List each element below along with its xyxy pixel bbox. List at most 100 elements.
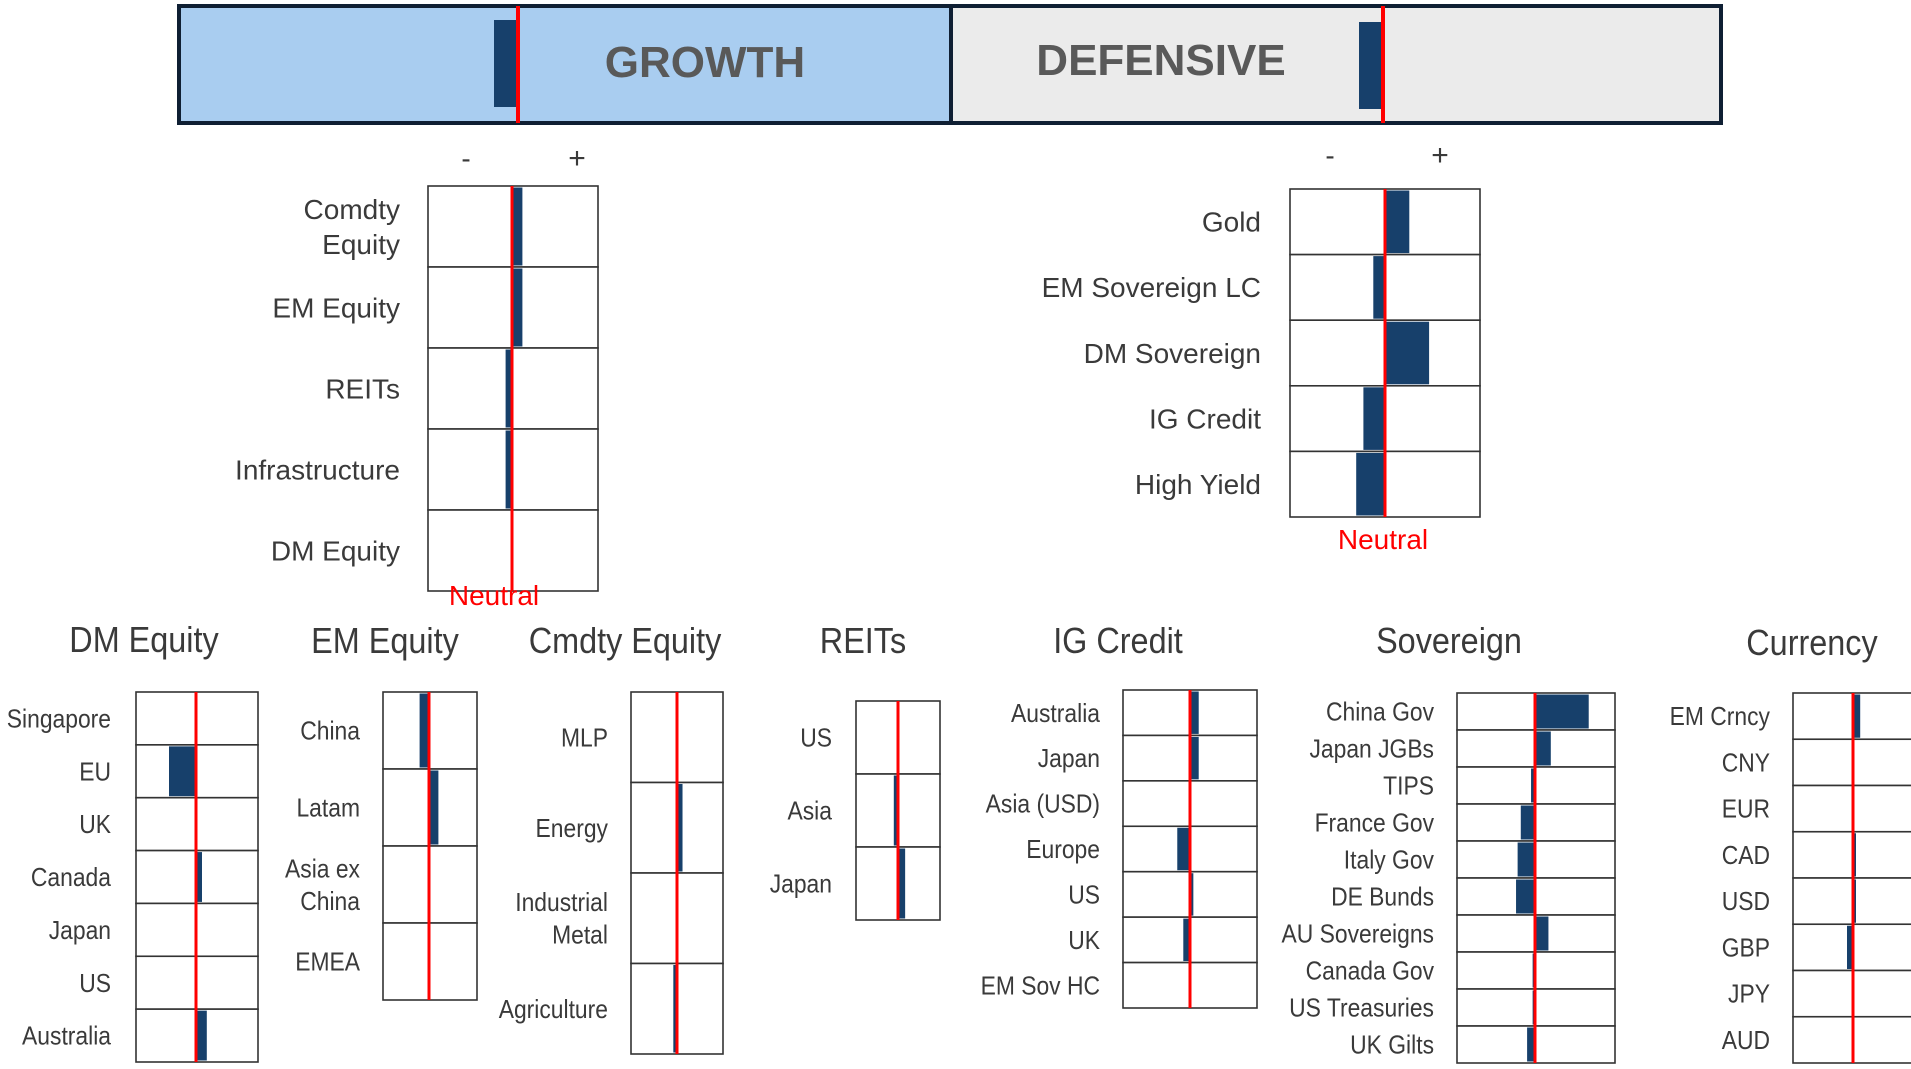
category-label: DM Equity <box>271 535 400 566</box>
category-label: Asia (USD) <box>986 790 1100 819</box>
bar-japan <box>1190 736 1199 780</box>
category-label: Infrastructure <box>235 454 400 485</box>
bar-em-sovereign-lc <box>1373 256 1385 319</box>
bar-gbp <box>1847 925 1853 969</box>
category-label: France Gov <box>1315 809 1435 838</box>
category-label: US <box>1068 881 1100 910</box>
category-label: EM Sovereign LC <box>1042 272 1261 303</box>
defensive-tilt-bar <box>1359 22 1383 109</box>
category-label: AU Sovereigns <box>1282 920 1434 949</box>
bar-gold <box>1385 190 1410 254</box>
category-label: UK <box>1068 927 1100 956</box>
defensive-banner-label: DEFENSIVE <box>1036 36 1285 85</box>
category-label: DM Sovereign <box>1084 338 1261 369</box>
panel-dm-equity: DM Equity Singapore EU UK Canada Japan US Austr… <box>7 620 259 1063</box>
bar-china <box>419 693 429 768</box>
category-label: DE Bunds <box>1331 883 1434 912</box>
neutral-label: Neutral <box>449 580 539 611</box>
bar-ig-credit <box>1363 387 1385 450</box>
bar-de-bunds <box>1516 879 1535 914</box>
panel-title: Sovereign <box>1376 621 1522 661</box>
category-label: Industrial <box>515 889 608 918</box>
panel-title: IG Credit <box>1053 621 1183 661</box>
category-label: Latam <box>296 794 360 823</box>
panel-title: REITs <box>820 621 906 661</box>
category-label: Energy <box>536 815 609 844</box>
bar-canada <box>196 852 202 902</box>
bar-latam <box>429 770 439 845</box>
bar-comdty-equity <box>512 187 523 266</box>
bar-europe <box>1177 827 1190 871</box>
bar-reits <box>505 349 512 428</box>
plus-tick-label: + <box>1431 139 1449 172</box>
category-label: Gold <box>1202 207 1261 238</box>
category-label: Canada Gov <box>1306 957 1435 986</box>
bar-uk-gilts <box>1527 1027 1535 1062</box>
minus-tick-label: - <box>1325 140 1334 171</box>
bar-high-yield <box>1356 452 1385 516</box>
panel-growth: - + Comdty Equity EM Equity REITs Infrastructu… <box>235 142 599 611</box>
category-label: Metal <box>552 921 608 950</box>
category-label: EM Equity <box>272 292 400 323</box>
bar-eu <box>169 746 196 797</box>
category-label: Europe <box>1026 836 1100 865</box>
category-label: Canada <box>31 864 111 893</box>
category-label: China <box>300 888 360 917</box>
bar-em-equity <box>512 268 523 347</box>
category-label: Italy Gov <box>1344 846 1435 875</box>
category-label: EMEA <box>295 948 360 977</box>
panel-title: Currency <box>1746 623 1878 663</box>
panel-title: Cmdty Equity <box>529 621 722 661</box>
bar-france-gov <box>1520 805 1535 840</box>
bar-asia <box>893 775 898 846</box>
panel-title: DM Equity <box>69 620 219 660</box>
category-label: EM Crncy <box>1670 703 1771 732</box>
category-label: CAD <box>1722 842 1770 871</box>
category-label: Comdty <box>304 194 400 225</box>
category-label: REITs <box>325 373 400 404</box>
bar-em-crncy <box>1853 694 1861 738</box>
category-label: TIPS <box>1383 772 1434 801</box>
category-label: Australia <box>22 1022 111 1051</box>
panel-currency: Currency EM Crncy CNY EUR CAD USD GBP JPY AUD <box>1670 623 1911 1064</box>
growth-banner-label: GROWTH <box>605 38 805 87</box>
category-label: JPY <box>1728 980 1770 1009</box>
panel-defensive: - + Gold EM Sovereign LC DM Sovereign IG Cred… <box>1042 139 1481 555</box>
category-label: Asia <box>788 797 833 826</box>
category-label: US <box>800 724 832 753</box>
category-label: Australia <box>1011 700 1100 729</box>
bar-tips <box>1531 768 1535 803</box>
panel-sovereign: Sovereign China Gov Japan JGBs TIPS France G… <box>1282 621 1616 1064</box>
category-label: US <box>79 970 111 999</box>
growth-banner-panel <box>177 4 953 125</box>
minus-tick-label: - <box>461 143 470 174</box>
bar-australia <box>196 1010 207 1061</box>
bar-uk <box>1183 918 1190 962</box>
category-label: China Gov <box>1326 698 1435 727</box>
category-label: UK <box>79 811 111 840</box>
bar-italy-gov <box>1517 842 1535 877</box>
plus-tick-label: + <box>568 142 586 175</box>
banner: GROWTH DEFENSIVE <box>177 4 1723 125</box>
neutral-label: Neutral <box>1338 524 1428 555</box>
category-label: AUD <box>1722 1027 1770 1056</box>
panel-ig-credit: IG Credit Australia Japan Asia (USD) Europe U… <box>981 621 1258 1009</box>
bar-us <box>1190 873 1194 916</box>
category-label: EU <box>79 758 111 787</box>
category-label: Asia ex <box>285 855 360 884</box>
category-label: Japan <box>770 870 832 899</box>
bar-japan <box>898 848 906 919</box>
category-label: China <box>300 717 360 746</box>
bar-agriculture <box>673 965 677 1053</box>
bar-china-gov <box>1535 694 1589 729</box>
bar-energy <box>677 784 683 872</box>
category-label: UK Gilts <box>1350 1031 1434 1060</box>
category-label: Japan <box>1038 745 1100 774</box>
charts-layer: - + Comdty Equity EM Equity REITs Infrastructu… <box>7 139 1911 1064</box>
category-label: US Treasuries <box>1289 994 1434 1023</box>
panel-em-equity: EM Equity China Latam Asia ex China EMEA <box>285 621 478 1001</box>
category-label: IG Credit <box>1149 403 1261 434</box>
bar-dm-sovereign <box>1385 321 1430 385</box>
panel-cmdty-equity: Cmdty Equity MLP Energy Industrial Metal Agri… <box>499 621 724 1055</box>
